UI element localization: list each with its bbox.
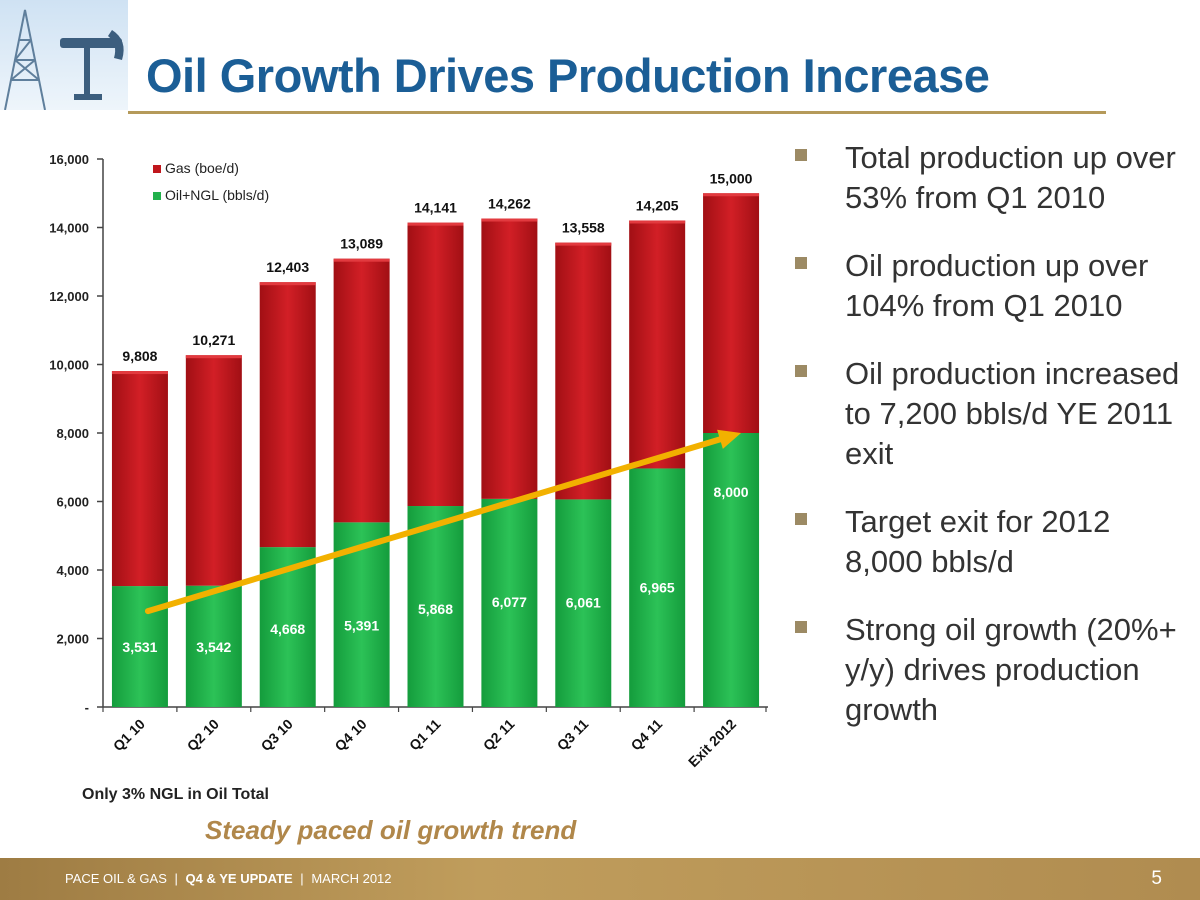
y-tick-label: - xyxy=(85,700,89,715)
oil-value-label: 6,077 xyxy=(492,594,527,610)
x-category-label: Q2 10 xyxy=(184,716,222,754)
x-category-label: Exit 2012 xyxy=(685,716,739,770)
bar-top-highlight xyxy=(555,242,612,246)
oil-bar xyxy=(185,585,242,707)
x-category-label: Q4 10 xyxy=(331,716,369,754)
bullet-item: Oil production up over 104% from Q1 2010 xyxy=(790,246,1190,326)
total-value-label: 13,558 xyxy=(562,220,605,236)
oil-bar xyxy=(555,499,612,707)
bullet-item: Total production up over 53% from Q1 201… xyxy=(790,138,1190,218)
bullet-square-icon xyxy=(795,621,807,633)
oil-value-label: 6,965 xyxy=(640,579,675,595)
legend-label: Oil+NGL (bbls/d) xyxy=(165,187,269,203)
total-value-label: 12,403 xyxy=(266,259,309,275)
bar-top-highlight xyxy=(481,218,538,222)
bullet-square-icon xyxy=(795,257,807,269)
oil-value-label: 5,868 xyxy=(418,601,453,617)
bullet-list: Total production up over 53% from Q1 201… xyxy=(790,138,1190,758)
bar-top-highlight xyxy=(185,355,242,359)
oil-bar xyxy=(629,468,686,707)
x-category-label: Q1 10 xyxy=(110,716,148,754)
total-value-label: 10,271 xyxy=(192,332,235,348)
y-tick-label: 12,000 xyxy=(49,289,89,304)
title-divider xyxy=(128,111,1106,114)
oil-bar xyxy=(481,498,538,707)
gas-bar xyxy=(703,193,760,433)
bullet-item: Strong oil growth (20%+ y/y) drives prod… xyxy=(790,610,1190,730)
oil-derrick-image xyxy=(0,0,128,110)
ngl-note: Only 3% NGL in Oil Total xyxy=(82,786,269,803)
trend-arrow-head xyxy=(717,429,742,449)
footer-company: PACE OIL & GAS xyxy=(65,871,167,886)
bullet-item: Target exit for 2012 8,000 bbls/d xyxy=(790,502,1190,582)
oil-value-label: 3,531 xyxy=(122,639,157,655)
total-value-label: 9,808 xyxy=(122,348,157,364)
gas-bar xyxy=(629,220,686,469)
trend-caption: Steady paced oil growth trend xyxy=(205,815,577,845)
bullet-square-icon xyxy=(795,365,807,377)
y-tick-label: 8,000 xyxy=(56,426,89,441)
bar-top-highlight xyxy=(407,222,464,226)
total-value-label: 14,262 xyxy=(488,196,531,212)
y-tick-label: 14,000 xyxy=(49,221,89,236)
oil-value-label: 8,000 xyxy=(714,484,749,500)
bar-top-highlight xyxy=(259,282,316,286)
legend-swatch xyxy=(153,165,161,173)
trend-arrow-line xyxy=(144,436,723,615)
total-value-label: 13,089 xyxy=(340,236,383,252)
x-category-label: Q2 11 xyxy=(480,716,518,754)
bar-top-highlight xyxy=(111,371,168,375)
x-category-label: Q3 10 xyxy=(258,716,296,754)
oil-value-label: 5,391 xyxy=(344,617,379,633)
stacked-bar-chart: - 2,000 4,000 6,000 8,000 10,000 12,000 14,000 1… xyxy=(49,152,768,770)
gas-bar xyxy=(407,222,464,507)
gas-bar xyxy=(111,371,168,587)
oil-bar xyxy=(407,506,464,707)
page-number: 5 xyxy=(1151,868,1162,889)
bullet-square-icon xyxy=(795,513,807,525)
y-tick-label: 2,000 xyxy=(56,632,89,647)
bullet-item: Oil production increased to 7,200 bbls/d… xyxy=(790,354,1190,474)
footer-bar: PACE OIL & GAS | Q4 & YE UPDATE | MARCH … xyxy=(0,858,1200,900)
footer-update: Q4 & YE UPDATE xyxy=(185,871,293,886)
footer-text: PACE OIL & GAS | Q4 & YE UPDATE | MARCH … xyxy=(65,871,392,886)
y-tick-label: 10,000 xyxy=(49,358,89,373)
legend-label: Gas (boe/d) xyxy=(165,160,239,176)
x-category-label: Q4 11 xyxy=(628,716,666,754)
production-chart: - 2,000 4,000 6,000 8,000 10,000 12,000 14,000 1… xyxy=(0,140,780,820)
bar-top-highlight xyxy=(333,258,390,262)
total-value-label: 14,205 xyxy=(636,197,679,213)
gas-bar xyxy=(555,242,612,500)
gas-bar xyxy=(259,282,316,548)
x-category-label: Q3 11 xyxy=(554,716,592,754)
total-value-label: 14,141 xyxy=(414,200,457,216)
legend-swatch xyxy=(153,192,161,200)
y-tick-label: 16,000 xyxy=(49,152,89,167)
bullet-square-icon xyxy=(795,149,807,161)
footer-separator: | xyxy=(174,871,178,886)
oil-value-label: 4,668 xyxy=(270,621,305,637)
x-category-label: Q1 11 xyxy=(406,716,444,754)
oil-value-label: 6,061 xyxy=(566,594,601,610)
bar-top-highlight xyxy=(703,193,760,197)
page-title: Oil Growth Drives Production Increase xyxy=(146,49,990,102)
y-tick-label: 6,000 xyxy=(56,495,89,510)
gas-bar xyxy=(481,218,538,499)
total-value-label: 15,000 xyxy=(710,170,753,186)
footer-date: MARCH 2012 xyxy=(311,871,392,886)
gas-bar xyxy=(333,258,390,523)
footer-separator: | xyxy=(300,871,304,886)
oil-value-label: 3,542 xyxy=(196,639,231,655)
oil-bar xyxy=(703,433,760,707)
gas-bar xyxy=(185,355,242,586)
y-tick-label: 4,000 xyxy=(56,563,89,578)
bar-top-highlight xyxy=(629,220,686,224)
